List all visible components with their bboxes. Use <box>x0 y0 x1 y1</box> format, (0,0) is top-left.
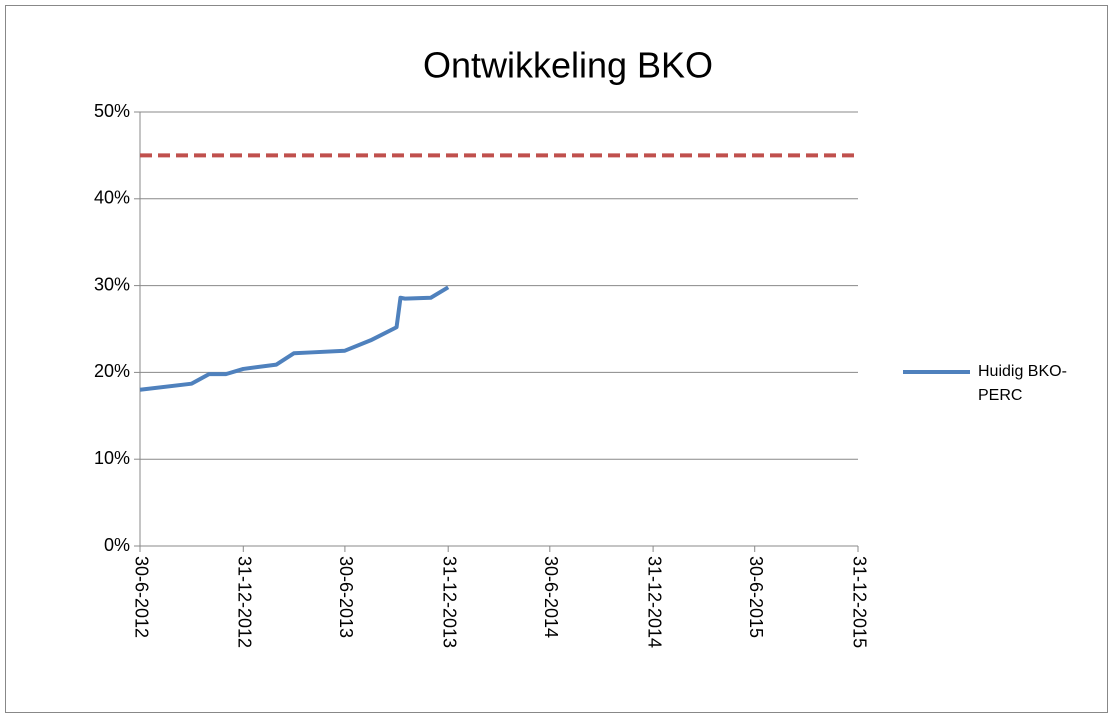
x-tick-label: 31-12-2012 <box>235 556 255 648</box>
x-tick-label: 30-6-2014 <box>541 556 561 638</box>
y-tick-label: 50% <box>94 101 130 121</box>
legend-label: Huidig BKO-PERC <box>978 363 1067 404</box>
y-tick-label: 10% <box>94 448 130 468</box>
y-tick-label: 30% <box>94 274 130 294</box>
y-tick-label: 40% <box>94 188 130 208</box>
data-line <box>139 285 450 392</box>
x-tick-label: 31-12-2015 <box>849 556 869 648</box>
x-tick-label: 31-12-2013 <box>439 556 459 648</box>
x-tick-label: 30-6-2013 <box>336 556 356 638</box>
chart-border <box>5 5 1108 713</box>
x-tick-label: 30-6-2015 <box>746 556 766 638</box>
y-tick-label: 0% <box>104 535 130 555</box>
chart-title: Ontwikkeling BKO <box>423 45 713 86</box>
x-tick-label: 30-6-2012 <box>131 556 151 638</box>
y-tick-label: 20% <box>94 361 130 381</box>
x-tick-label: 31-12-2014 <box>644 556 664 648</box>
